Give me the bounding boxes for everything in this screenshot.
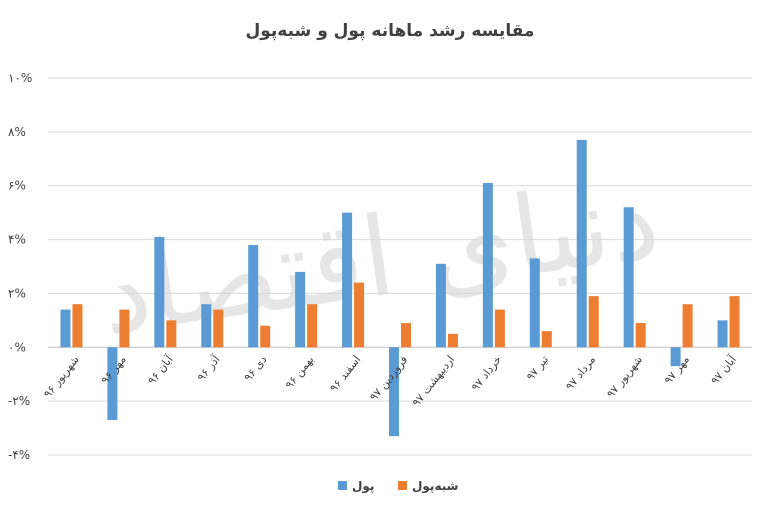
x-category-label: شهریور ۹۷ <box>604 353 645 400</box>
x-category-label: دی ۹۶ <box>242 353 270 384</box>
gridlines <box>48 77 752 456</box>
x-category-label: آبان ۹۶ <box>144 352 176 387</box>
x-category-label: تیر ۹۷ <box>524 353 551 383</box>
x-category-label: مرداد ۹۷ <box>563 353 598 393</box>
y-tick-label: ۰% <box>8 340 26 354</box>
x-category-label: فروردین ۹۷ <box>367 353 410 403</box>
y-tick-label: ۱۰% <box>8 71 32 85</box>
y-tick-label: -۲% <box>8 394 30 408</box>
chart-title: مقایسه رشد ماهانه پول و شبه‌پول <box>246 21 535 41</box>
bar-quasi-money <box>447 333 458 348</box>
bar-quasi-money <box>213 309 224 348</box>
y-tick-label: ۶% <box>8 179 26 193</box>
bar-money <box>482 183 493 348</box>
bar-money <box>435 263 446 348</box>
bar-money <box>389 347 399 437</box>
bar-money <box>107 347 118 420</box>
y-tick-label: ۸% <box>8 125 26 139</box>
x-category-label: شهریور ۹۶ <box>41 353 82 400</box>
bar-money <box>576 139 587 348</box>
y-tick-label: ۲% <box>8 286 26 300</box>
legend-label-money: پول <box>352 479 374 494</box>
legend-label-quasi-money: شبه‌پول <box>412 479 458 494</box>
x-category-label: آبان ۹۷ <box>708 352 740 387</box>
x-category-label: اسفند ۹۶ <box>327 353 363 394</box>
bar-money <box>201 304 212 348</box>
bar-quasi-money <box>635 323 646 348</box>
bar-quasi-money <box>401 323 411 348</box>
y-tick-label: ۴% <box>8 233 26 247</box>
bar-quasi-money <box>166 320 177 348</box>
bar-quasi-money <box>682 304 693 348</box>
legend-swatch-money <box>338 481 347 490</box>
bar-money <box>529 258 540 348</box>
x-category-label: مهر ۹۷ <box>662 353 692 387</box>
bar-quasi-money <box>588 296 599 348</box>
bar-money <box>670 347 681 367</box>
bar-quasi-money <box>307 304 318 348</box>
y-axis-ticks: ۱۰% ۸% ۶% ۴% ۲% ۰% -۲% -۴% <box>8 71 32 462</box>
bar-quasi-money <box>119 309 130 348</box>
bar-money <box>717 320 728 348</box>
bars <box>60 139 740 437</box>
bar-quasi-money <box>354 282 365 348</box>
bar-money <box>60 309 71 348</box>
y-tick-label: -۴% <box>8 448 30 462</box>
bar-quasi-money <box>494 309 505 348</box>
bar-money <box>295 271 306 348</box>
bar-money <box>342 212 353 348</box>
bar-quasi-money <box>541 331 552 348</box>
x-category-label: آذر ۹۶ <box>194 352 223 384</box>
x-category-label: بهمن ۹۶ <box>283 353 317 391</box>
bar-quasi-money <box>260 325 271 348</box>
bar-money <box>248 244 259 348</box>
bar-quasi-money <box>72 304 83 348</box>
legend-swatch-quasi-money <box>398 481 407 490</box>
x-category-label: خرداد ۹۷ <box>469 353 505 393</box>
x-category-label: اردیبهشت ۹۷ <box>410 353 458 409</box>
bar-money <box>623 207 634 348</box>
legend: پول شبه‌پول <box>338 479 458 494</box>
bar-money <box>154 236 165 348</box>
bar-quasi-money <box>729 296 740 348</box>
